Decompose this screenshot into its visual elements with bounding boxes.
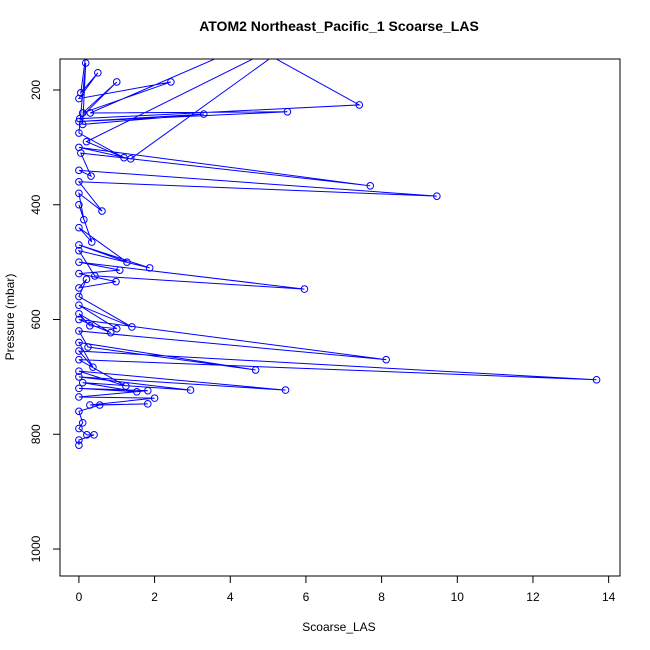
data-point — [75, 327, 83, 335]
data-point — [75, 436, 83, 444]
data-point — [75, 166, 83, 175]
data-point — [81, 59, 90, 67]
data-point — [83, 431, 91, 439]
plot-area — [75, 59, 601, 449]
data-point — [78, 109, 87, 117]
data-point — [281, 386, 290, 394]
data-point — [75, 407, 83, 416]
data-point — [87, 238, 96, 246]
data-point — [75, 177, 83, 186]
data-point — [75, 292, 83, 301]
data-point — [82, 275, 91, 284]
data-point — [75, 338, 83, 347]
data-point — [75, 223, 83, 232]
data-point — [89, 363, 97, 371]
y-tick-label: 800 — [29, 424, 43, 444]
data-point — [112, 78, 121, 86]
data-point — [145, 264, 154, 272]
x-tick-label: 0 — [76, 590, 83, 604]
data-point — [75, 94, 83, 103]
data-point — [77, 149, 85, 157]
data-point — [75, 373, 83, 381]
data-point — [167, 78, 175, 86]
data-point — [355, 101, 364, 109]
data-point — [95, 401, 104, 409]
data-point — [75, 347, 83, 355]
data-point — [86, 109, 95, 117]
data-point — [143, 400, 152, 408]
data-point — [75, 424, 83, 433]
y-tick-label: 400 — [29, 194, 43, 214]
data-point — [78, 418, 87, 427]
data-point — [98, 207, 106, 215]
data-point — [75, 189, 83, 198]
data-point — [80, 215, 88, 224]
data-point — [75, 301, 83, 309]
data-point — [94, 68, 102, 77]
data-point — [75, 315, 83, 324]
data-point — [75, 393, 83, 401]
data-point — [112, 324, 121, 333]
data-point — [123, 258, 131, 266]
data-line — [77, 59, 597, 446]
data-point — [592, 375, 601, 384]
data-point — [115, 266, 124, 274]
x-axis-label: Scoarse_LAS — [302, 620, 375, 634]
data-point — [75, 269, 83, 278]
data-point — [87, 172, 95, 180]
chart-title: ATOM2 Northeast_Pacific_1 Scoarse_LAS — [199, 18, 479, 34]
data-point — [300, 285, 309, 293]
data-point — [86, 401, 94, 409]
y-tick-label: 600 — [29, 309, 43, 329]
data-point — [251, 366, 260, 374]
data-point — [75, 114, 84, 123]
data-point — [75, 284, 83, 292]
data-point — [78, 120, 87, 129]
data-point — [382, 355, 390, 364]
data-point — [75, 309, 83, 318]
data-point — [75, 246, 83, 255]
data-point — [143, 386, 152, 395]
data-point — [366, 182, 375, 190]
data-point — [133, 388, 141, 396]
data-point — [75, 241, 83, 249]
y-tick-label: 1000 — [29, 535, 43, 562]
data-point — [75, 200, 83, 209]
x-tick-label: 14 — [602, 590, 616, 604]
data-point — [283, 107, 292, 116]
x-tick-label: 8 — [378, 590, 385, 604]
x-tick-label: 12 — [526, 590, 540, 604]
data-point — [122, 382, 130, 390]
data-point — [150, 394, 159, 402]
data-point — [91, 272, 99, 280]
data-point — [78, 378, 87, 387]
x-tick-label: 4 — [227, 590, 234, 604]
data-point — [199, 110, 208, 118]
data-point — [186, 386, 195, 394]
data-point — [75, 384, 83, 393]
data-point — [75, 441, 83, 449]
data-point — [106, 328, 115, 337]
x-tick-label: 2 — [151, 590, 158, 604]
data-point — [75, 129, 83, 137]
data-point — [112, 277, 120, 286]
y-axis-label: Pressure (mbar) — [3, 274, 17, 361]
data-point — [75, 355, 83, 364]
data-point — [90, 431, 98, 439]
data-point — [84, 343, 92, 351]
data-point — [75, 367, 83, 375]
data-point — [126, 155, 135, 163]
y-tick-label: 200 — [29, 80, 43, 100]
data-point — [86, 322, 94, 330]
data-point — [433, 192, 441, 200]
data-point — [75, 258, 83, 266]
x-tick-label: 6 — [303, 590, 310, 604]
x-tick-label: 10 — [451, 590, 465, 604]
data-point — [82, 137, 91, 146]
data-point — [128, 323, 136, 331]
